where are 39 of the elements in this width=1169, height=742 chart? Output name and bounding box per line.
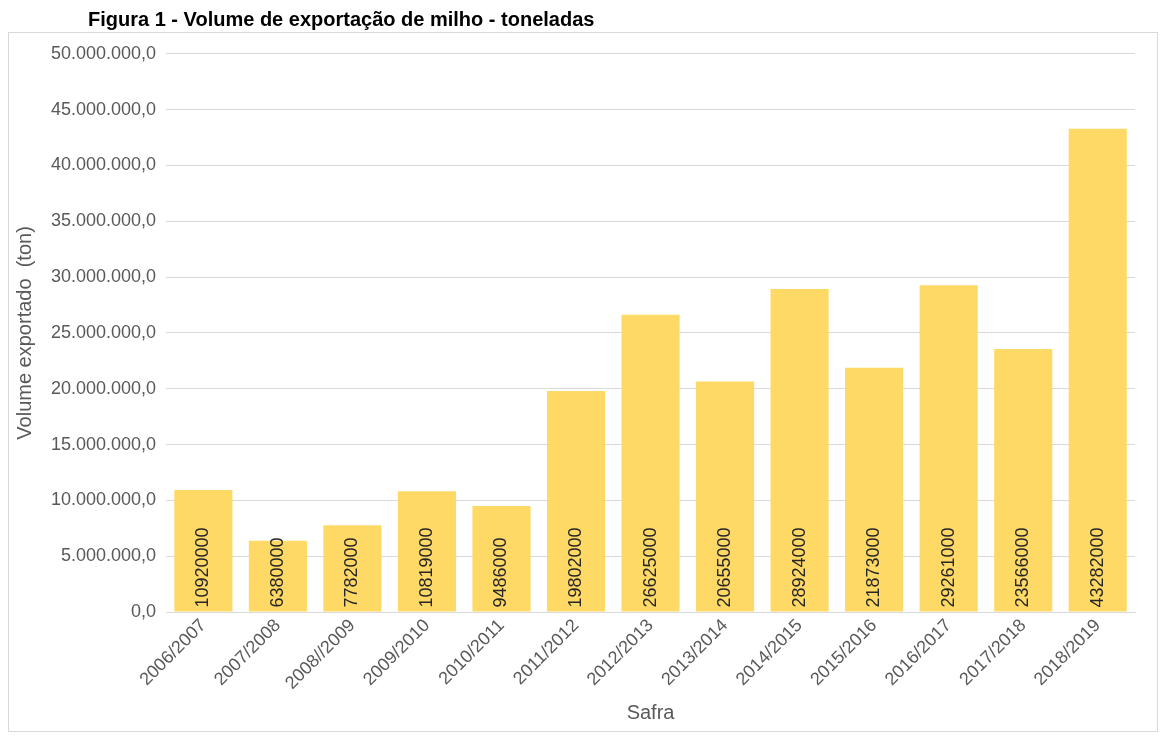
data-label: 26625000 [639,527,660,608]
data-label: 21873000 [863,527,884,608]
data-label: 10920000 [192,527,213,608]
y-tick-label: 15.000.000,0 [50,433,157,454]
bar [1068,128,1127,612]
data-label: 20655000 [714,527,735,608]
chart-title: Figura 1 - Volume de exportação de milho - toneladas [87,8,596,32]
bar [770,289,829,612]
y-tick-label: 35.000.000,0 [50,210,157,231]
data-label: 6380000 [266,537,287,608]
data-label: 19802000 [564,527,585,608]
bar [845,367,904,612]
y-tick-label: 40.000.000,0 [50,154,157,175]
bar [323,525,382,612]
data-label: 7782000 [341,537,362,608]
x-axis-title: Safra [626,700,676,723]
data-label: 9486000 [490,537,511,608]
y-tick-label: 0,0 [131,600,157,621]
y-tick-label: 5.000.000,0 [61,545,157,566]
bar [919,285,978,612]
y-tick-label: 30.000.000,0 [50,266,157,287]
data-label: 28924000 [788,527,809,608]
bar [994,348,1053,612]
bar [696,381,755,612]
bar [472,506,531,612]
y-tick-label: 20.000.000,0 [50,377,157,398]
data-label: 10819000 [415,527,436,608]
y-tick-label: 50.000.000,0 [50,42,157,63]
y-tick-label: 25.000.000,0 [50,321,157,342]
data-label: 43282000 [1086,527,1107,608]
bar [397,491,457,612]
data-label: 23566000 [1012,527,1033,608]
bar [621,314,680,612]
y-axis-title: Volume exportado (ton) [12,226,35,440]
y-tick-label: 45.000.000,0 [50,98,157,119]
bar [546,390,606,612]
y-tick-label: 10.000.000,0 [50,489,157,510]
bar [174,490,233,612]
data-label: 29261000 [937,527,958,608]
